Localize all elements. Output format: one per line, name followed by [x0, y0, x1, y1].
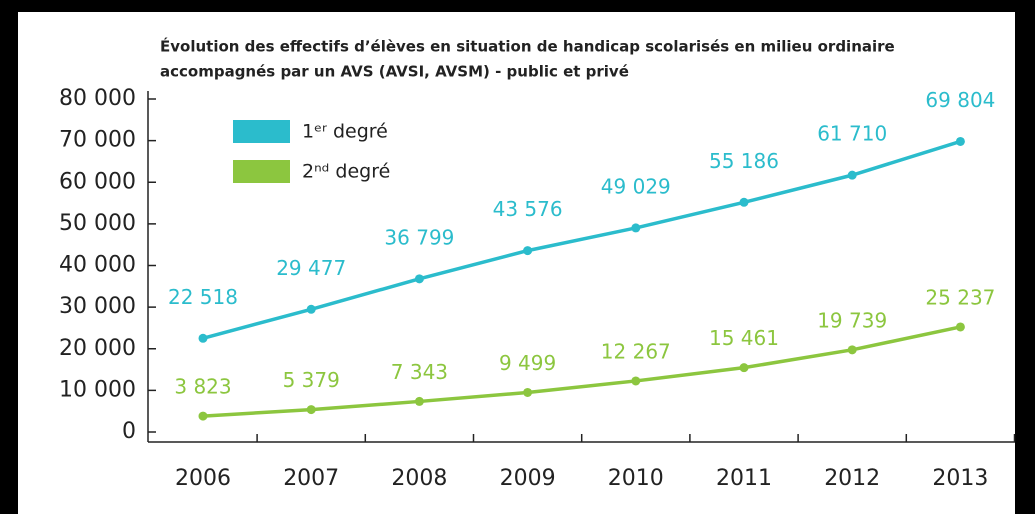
data-label: 36 799 [384, 225, 454, 249]
x-tick-label: 2012 [824, 466, 880, 491]
x-tick-label: 2007 [283, 466, 339, 491]
x-tick-label: 2008 [391, 466, 447, 491]
data-label: 9 499 [499, 351, 556, 375]
y-tick-label: 0 [122, 419, 136, 444]
data-label: 25 237 [925, 285, 995, 309]
y-tick-label: 70 000 [59, 128, 136, 153]
data-point [414, 396, 424, 406]
data-point [306, 405, 316, 415]
data-point [955, 322, 965, 332]
chart-title: accompagnés par un AVS (AVSI, AVSM) - pu… [160, 63, 629, 81]
data-point [306, 304, 316, 314]
data-label: 49 029 [601, 174, 671, 198]
background [18, 12, 1015, 514]
data-point [198, 411, 208, 421]
y-tick-label: 80 000 [59, 86, 136, 111]
data-point [631, 376, 641, 386]
data-point [414, 274, 424, 284]
data-label: 43 576 [493, 197, 563, 221]
data-point [847, 345, 857, 355]
x-tick-label: 2010 [608, 466, 664, 491]
data-label: 3 823 [174, 375, 231, 399]
data-label: 55 186 [709, 149, 779, 173]
legend-label: 1ᵉʳ degré [302, 121, 388, 143]
series-line [202, 325, 961, 418]
y-tick-label: 60 000 [59, 169, 136, 194]
data-label: 19 739 [817, 308, 887, 332]
data-label: 12 267 [601, 339, 671, 363]
data-point [739, 197, 749, 207]
y-tick-label: 40 000 [59, 253, 136, 278]
data-label: 29 477 [276, 256, 346, 280]
x-tick-label: 2013 [932, 466, 988, 491]
y-tick-label: 20 000 [59, 336, 136, 361]
data-label: 69 804 [925, 88, 995, 112]
data-point [523, 387, 533, 397]
data-point [739, 363, 749, 373]
data-point [847, 170, 857, 180]
data-point [631, 223, 641, 233]
legend-swatch [233, 120, 290, 143]
data-label: 15 461 [709, 326, 779, 350]
y-tick-label: 30 000 [59, 294, 136, 319]
data-label: 5 379 [283, 368, 340, 392]
series-line [202, 139, 961, 340]
data-label: 61 710 [817, 122, 887, 146]
y-tick-label: 50 000 [59, 211, 136, 236]
data-point [198, 333, 208, 343]
legend-label: 2ⁿᵈ degré [302, 161, 390, 183]
x-tick-label: 2009 [500, 466, 556, 491]
data-point [955, 136, 965, 146]
x-tick-label: 2011 [716, 466, 772, 491]
y-tick-label: 10 000 [59, 377, 136, 402]
data-point [523, 246, 533, 256]
legend-swatch [233, 160, 290, 183]
data-label: 22 518 [168, 285, 238, 309]
x-tick-label: 2006 [175, 466, 231, 491]
chart-title: Évolution des effectifs d’élèves en situ… [160, 37, 895, 56]
data-label: 7 343 [391, 360, 448, 384]
